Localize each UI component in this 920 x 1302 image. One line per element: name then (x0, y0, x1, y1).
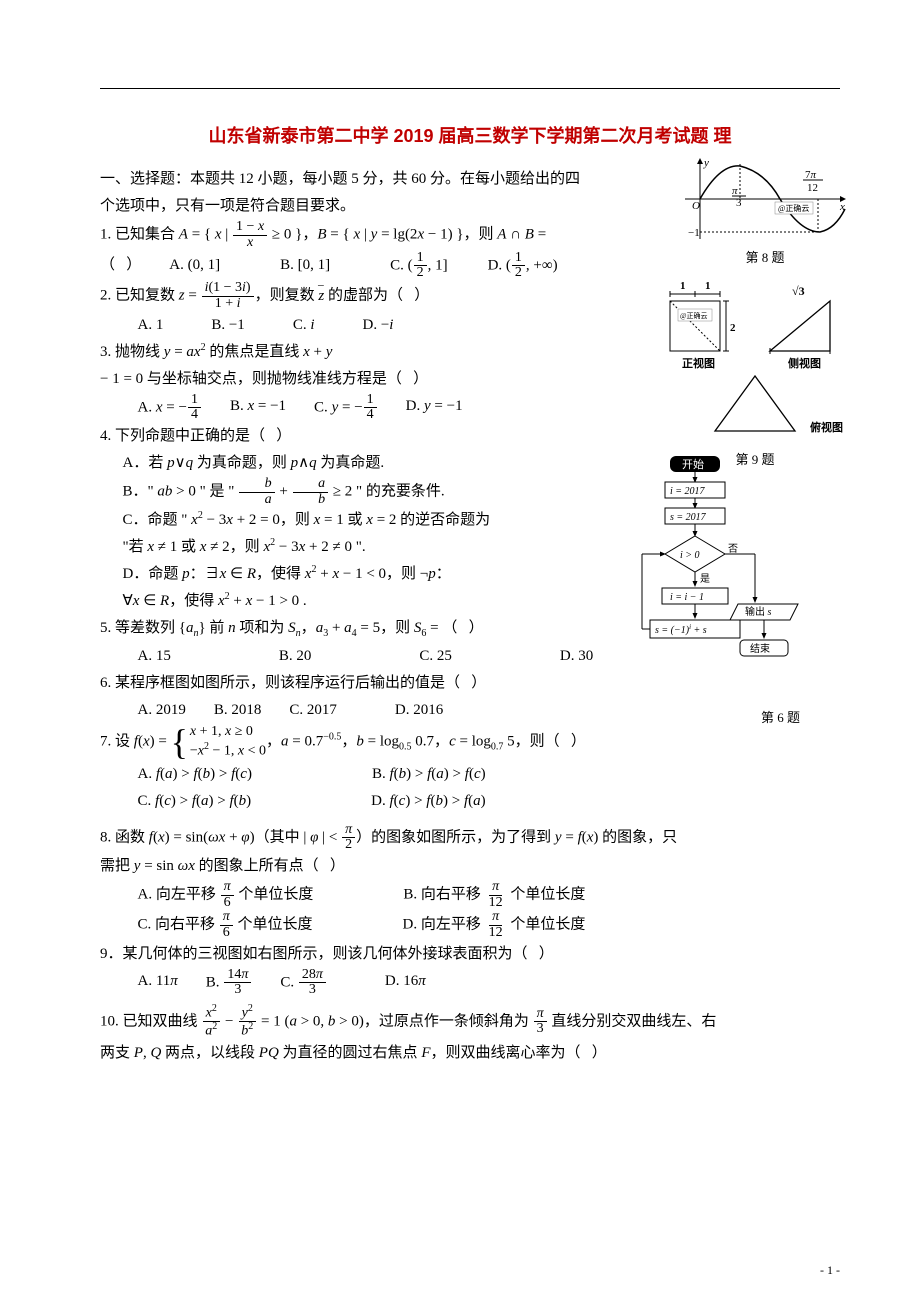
q8b: 需把 y = sin ωx 的图象上所有点（ ） (100, 853, 840, 880)
q3: 3. 抛物线 y = ax2 的焦点是直线 x + y − 1 = 0 与坐标轴… (100, 339, 660, 393)
svg-text:1: 1 (680, 280, 686, 292)
q7-opts1: A. f(a) > f(b) > f(c) B. f(b) > f(a) > f… (100, 761, 840, 788)
q6-flowchart: 开始 i = 2017 s = 2017 i > 0 否 输出 s 结束 是 i… (640, 454, 810, 729)
svg-text:是: 是 (700, 573, 710, 585)
svg-text:输出 s: 输出 s (745, 605, 772, 618)
svg-text:7π: 7π (805, 169, 817, 181)
q4-C: C．命题 " x2 − 3x + 2 = 0，则 x = 1 或 x = 2 的… (100, 507, 600, 534)
q8-opts2: C. 向右平移 π6 个单位长度 D. 向左平移 π12 个单位长度 (100, 910, 840, 940)
q6-caption: 第 6 题 (640, 706, 810, 729)
q4-D: D．命题 p：∃x ∈ R，使得 x2 + x − 1 < 0，则 ¬p： (100, 561, 600, 588)
svg-text:@正确云: @正确云 (778, 203, 809, 213)
q1: 1. 已知集合 A = { x | 1 − xx ≥ 0 }，B = { x |… (100, 220, 660, 250)
content-area: O x y π 3 7π 12 −1 @正确云 第 8 题 (100, 166, 840, 1066)
svg-text:正视图: 正视图 (682, 356, 715, 370)
svg-text:π: π (732, 185, 738, 197)
svg-text:s = 2017: s = 2017 (670, 512, 707, 523)
section-intro: 一、选择题：本题共 12 小题，每小题 5 分，共 60 分。在每小题给出的四个… (100, 166, 590, 220)
section-intro-text: 一、选择题：本题共 12 小题，每小题 5 分，共 60 分。在每小题给出的四个… (100, 171, 580, 214)
svg-text:y: y (703, 157, 709, 169)
svg-text:−1: −1 (688, 227, 700, 239)
q7-opts2: C. f(c) > f(a) > f(b) D. f(c) > f(b) > f… (100, 788, 840, 815)
q10b: 两支 P, Q 两点，以线段 PQ 为直径的圆过右焦点 F，则双曲线离心率为（ … (100, 1040, 840, 1067)
q8: 8. 函数 f(x) = sin(ωx + φ)（其中 | φ | < π2）的… (100, 823, 840, 853)
svg-text:O: O (692, 200, 700, 212)
q8-opts1: A. 向左平移 π6 个单位长度 B. 向右平移 π12 个单位长度 (100, 880, 840, 910)
page-title: 山东省新泰市第二中学 2019 届高三数学下学期第二次月考试题 理 (100, 120, 840, 152)
svg-text:x: x (839, 201, 845, 213)
svg-text:@正确云: @正确云 (680, 311, 707, 320)
q8-graph: O x y π 3 7π 12 −1 @正确云 第 8 题 (680, 154, 850, 269)
svg-text:12: 12 (807, 182, 818, 194)
svg-text:否: 否 (728, 543, 738, 555)
svg-text:3: 3 (736, 197, 742, 209)
svg-text:结束: 结束 (750, 642, 770, 655)
svg-text:俯视图: 俯视图 (810, 420, 843, 434)
svg-text:侧视图: 侧视图 (788, 356, 821, 370)
svg-text:1: 1 (705, 280, 711, 292)
page-number: - 1 - (820, 1260, 840, 1282)
q10: 10. 已知双曲线 x2a2 − y2b2 = 1 (a > 0, b > 0)… (100, 1004, 840, 1040)
svg-text:i = 2017: i = 2017 (670, 486, 706, 497)
q8-caption: 第 8 题 (680, 246, 850, 269)
svg-text:2: 2 (730, 322, 736, 334)
svg-text:s = (−1)i + s: s = (−1)i + s (655, 623, 707, 636)
svg-text:开始: 开始 (682, 457, 704, 471)
header-rule (100, 88, 840, 89)
svg-text:i > 0: i > 0 (680, 550, 700, 561)
q9-opts: A. 11π B. 14π3 C. 28π3 D. 16π (100, 968, 840, 998)
svg-text:√3: √3 (792, 284, 805, 298)
svg-text:i = i − 1: i = i − 1 (670, 592, 704, 603)
q9: 9．某几何体的三视图如右图所示，则该几何体外接球表面积为（ ） (100, 941, 840, 968)
q9-views: @正确云 正视图 1 1 2 侧视图 √3 俯视图 第 9 题 (660, 276, 850, 471)
